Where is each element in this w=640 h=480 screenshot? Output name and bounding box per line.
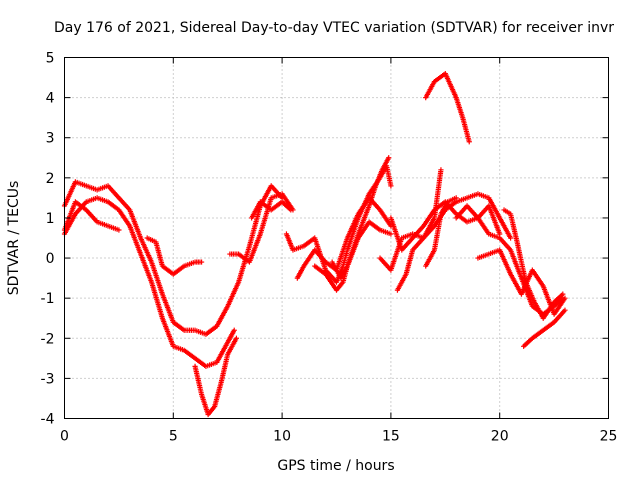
- data-point: [466, 139, 472, 145]
- series-trace-17: [501, 207, 566, 321]
- axes: 0 5 10 15 20 25 -4 -3 -2 -1 0 1 2 3 4 5: [41, 51, 618, 445]
- series-trace-13: [388, 199, 503, 253]
- series-trace-6: [227, 191, 296, 265]
- x-tick-label: 5: [169, 429, 178, 445]
- series-trace-18: [521, 307, 568, 349]
- series-trace-20: [423, 70, 472, 145]
- data-point: [560, 291, 566, 297]
- x-tick-label: 0: [60, 429, 69, 445]
- series-trace-11: [329, 155, 392, 281]
- y-tick-label: 1: [46, 211, 55, 227]
- data-point: [386, 155, 392, 161]
- y-tick-label: 4: [46, 91, 55, 107]
- series-trace-5: [192, 335, 240, 418]
- data-point: [438, 167, 444, 173]
- data-point: [388, 231, 394, 237]
- y-tick-label: 5: [46, 51, 55, 67]
- data-point: [562, 295, 568, 301]
- data-point: [562, 307, 568, 313]
- series-trace-4: [144, 235, 205, 277]
- data-point: [288, 207, 294, 213]
- grid: [64, 57, 609, 419]
- plot-area: [61, 70, 568, 418]
- data-point: [231, 327, 237, 333]
- y-tick-label: -2: [41, 331, 55, 347]
- x-tick-label: 10: [273, 429, 291, 445]
- y-tick-label: -4: [41, 412, 55, 428]
- plot-frame: [64, 57, 609, 419]
- x-tick-label: 20: [491, 429, 509, 445]
- y-tick-label: -3: [41, 371, 55, 387]
- series-trace-16: [475, 247, 568, 317]
- series-trace-2: [61, 195, 237, 369]
- series-trace-7: [249, 199, 294, 221]
- chart-title: Day 176 of 2021, Sidereal Day-to-day VTE…: [54, 20, 614, 36]
- data-point: [453, 195, 459, 201]
- series-trace-14: [394, 191, 514, 293]
- x-tick-label: 25: [600, 429, 618, 445]
- y-tick-label: 3: [46, 131, 55, 147]
- series-trace-19: [423, 195, 459, 269]
- y-tick-label: 0: [46, 251, 55, 267]
- data-point: [116, 227, 122, 233]
- data-point: [233, 335, 240, 341]
- y-axis-label: SDTVAR / TECUs: [6, 181, 22, 296]
- x-tick-label: 15: [382, 429, 400, 445]
- data-point: [198, 259, 205, 265]
- data-point: [507, 235, 514, 241]
- x-axis-label: GPS time / hours: [277, 458, 394, 474]
- series-trace-3: [61, 199, 122, 233]
- y-tick-label: 2: [46, 171, 55, 187]
- y-tick-label: -1: [41, 291, 55, 307]
- series-trace-1: [61, 179, 285, 337]
- data-point: [388, 183, 394, 189]
